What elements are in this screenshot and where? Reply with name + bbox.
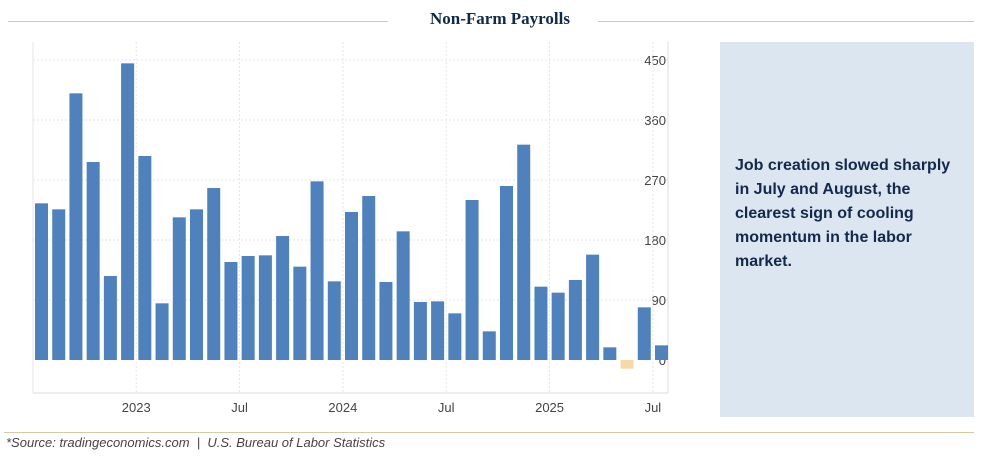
y-tick-label: 450	[644, 53, 666, 68]
bar-jan-2023	[121, 63, 135, 360]
y-tick-label: 90	[652, 293, 666, 308]
bar-jan-2024	[327, 281, 341, 360]
x-tick-label: 2025	[535, 400, 564, 415]
annotation-panel: Job creation slowed sharply in July and …	[720, 42, 974, 417]
bar-oct-2022	[69, 93, 83, 360]
annotation-text: Job creation slowed sharply in July and …	[735, 157, 951, 270]
bar-sep-2024	[465, 200, 479, 360]
bar-oct-2023	[276, 236, 290, 360]
bar-feb-2023	[138, 156, 152, 360]
x-tick-label: Jul	[231, 400, 248, 415]
bar-may-2024	[396, 231, 410, 360]
bar-chart: 0 90 180 270 360 450 2023 Jul 2024 Jul 2025 Jul	[32, 42, 669, 415]
x-tick-label: Jul	[645, 400, 662, 415]
bar-dec-2023	[310, 181, 324, 360]
y-tick-label: 270	[644, 173, 666, 188]
y-tick-label: 360	[644, 113, 666, 128]
bar-aug-2024	[448, 313, 462, 360]
bar-mar-2023	[155, 303, 169, 360]
bar-nov-2024	[500, 186, 513, 360]
bar-apr-2025	[586, 254, 600, 360]
title-rule-left	[8, 21, 388, 22]
bar-dec-2022	[103, 276, 117, 360]
bar-apr-2024	[379, 282, 393, 360]
bar-aug-2025	[655, 345, 668, 360]
bar-sep-2023	[258, 255, 272, 360]
bar-jul-2025	[637, 307, 651, 360]
bar-aug-2022	[35, 203, 48, 360]
y-tick-label: 0	[659, 353, 666, 368]
title-rule-right	[598, 21, 974, 22]
bar-jun-2023	[207, 188, 221, 360]
bar-nov-2022	[86, 162, 100, 360]
bar-jan-2025	[534, 286, 548, 360]
bar-feb-2025	[551, 292, 565, 360]
bar-apr-2023	[172, 217, 186, 360]
footer-rule	[4, 432, 974, 433]
bar-mar-2025	[568, 280, 582, 360]
bar-jun-2025	[620, 360, 634, 369]
bar-jun-2024	[413, 302, 427, 360]
bar-oct-2024	[482, 331, 496, 360]
bar-mar-2024	[362, 196, 376, 360]
x-tick-label: Jul	[438, 400, 455, 415]
bar-jul-2023	[224, 262, 238, 360]
x-tick-label: 2024	[328, 400, 357, 415]
bar-nov-2023	[293, 266, 307, 360]
bar-dec-2024	[517, 144, 531, 360]
bar-may-2023	[190, 209, 203, 360]
bar-sep-2022	[52, 209, 66, 360]
bar-aug-2023	[241, 256, 255, 360]
y-tick-label: 180	[644, 233, 666, 248]
bar-feb-2024	[345, 212, 358, 360]
chart-title: Non-Farm Payrolls	[0, 9, 1000, 29]
x-tick-label: 2023	[122, 400, 151, 415]
bar-may-2025	[603, 347, 617, 360]
bar-jul-2024	[431, 301, 445, 360]
source-note: *Source: tradingeconomics.com | U.S. Bur…	[6, 435, 386, 450]
chart-title-text: Non-Farm Payrolls	[414, 9, 586, 28]
